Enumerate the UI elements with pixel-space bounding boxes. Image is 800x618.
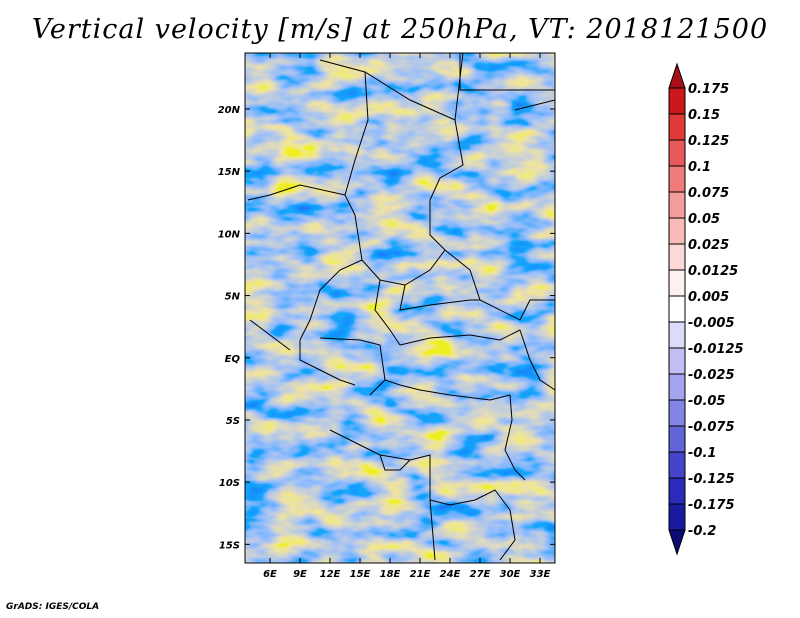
colorbar-level-label: -0.1: [688, 446, 716, 461]
colorbar-box: [668, 321, 686, 349]
chart-title: Vertical velocity [m/s] at 250hPa, VT: 2…: [31, 14, 769, 45]
y-tick-label: 15N: [218, 167, 241, 178]
colorbar-level-label: -0.125: [688, 472, 735, 487]
colorbar-level-label: -0.075: [688, 420, 735, 435]
colorbar-box: [668, 269, 686, 297]
colorbar-level-label: -0.025: [688, 368, 735, 383]
colorbar-level-label: 0.0125: [688, 264, 738, 279]
colorbar-level-label: 0.175: [688, 82, 729, 97]
colorbar-box: [668, 477, 686, 505]
x-tick-label: 9E: [293, 569, 307, 580]
x-axis-tick-labels: 6E 9E 12E 15E 18E 21E 24E 27E 30E 33E: [263, 569, 550, 580]
colorbar-level-label: 0.05: [688, 212, 720, 227]
colorbar-level-label: 0.15: [688, 108, 720, 123]
colorbar-box: [668, 399, 686, 427]
colorbar-box: [668, 191, 686, 219]
y-tick-label: 10S: [219, 478, 240, 489]
colorbar-level-label: 0.005: [688, 290, 729, 305]
country-borders: [247, 53, 555, 561]
plot-frame: [244, 52, 556, 564]
colorbar-level-label: -0.2: [688, 524, 716, 539]
colorbar-box: [668, 243, 686, 271]
colorbar-level-label: 0.025: [688, 238, 729, 253]
colorbar-box: [668, 295, 686, 323]
x-tick-label: 33E: [530, 569, 551, 580]
y-tick-label: 5N: [225, 292, 241, 303]
y-axis-tick-labels: 20N 15N 10N 5N EQ 5S 10S 15S: [218, 105, 241, 551]
colorbar-box: [668, 87, 686, 115]
colorbar-box: [668, 113, 686, 141]
colorbar-min-arrow: [668, 529, 686, 556]
colorbar-level-label: 0.125: [688, 134, 729, 149]
colorbar-level-label: 0.075: [688, 186, 729, 201]
x-tick-label: 6E: [263, 569, 277, 580]
y-tick-label: 5S: [226, 416, 240, 427]
colorbar-box: [668, 373, 686, 401]
colorbar-box: [668, 451, 686, 479]
colorbar-box: [668, 139, 686, 167]
colorbar-box: [668, 165, 686, 193]
grads-credit: GrADS: IGES/COLA: [6, 602, 100, 612]
x-tick-label: 18E: [380, 569, 401, 580]
x-tick-label: 27E: [470, 569, 491, 580]
x-tick-label: 12E: [320, 569, 341, 580]
colorbar-level-label: -0.05: [688, 394, 725, 409]
y-tick-label: 15S: [219, 540, 240, 551]
y-tick-label: EQ: [225, 354, 241, 365]
colorbar-level-label: -0.005: [688, 316, 735, 331]
axis-ticks: [245, 53, 555, 563]
colorbar-level-label: 0.1: [688, 160, 711, 175]
y-tick-label: 10N: [218, 229, 241, 240]
colorbar: [668, 62, 686, 556]
y-tick-label: 20N: [218, 105, 241, 116]
colorbar-box: [668, 217, 686, 245]
x-tick-label: 30E: [500, 569, 521, 580]
x-tick-label: 24E: [440, 569, 461, 580]
colorbar-box: [668, 347, 686, 375]
colorbar-box: [668, 503, 686, 531]
colorbar-labels: 0.175 0.15 0.125 0.1 0.075 0.05 0.025 0.0125 0.0…: [688, 82, 744, 539]
colorbar-level-label: -0.0125: [688, 342, 744, 357]
x-tick-label: 15E: [350, 569, 371, 580]
colorbar-level-label: -0.175: [688, 498, 735, 513]
colorbar-max-arrow: [668, 62, 686, 89]
colorbar-box: [668, 425, 686, 453]
x-tick-label: 21E: [410, 569, 431, 580]
